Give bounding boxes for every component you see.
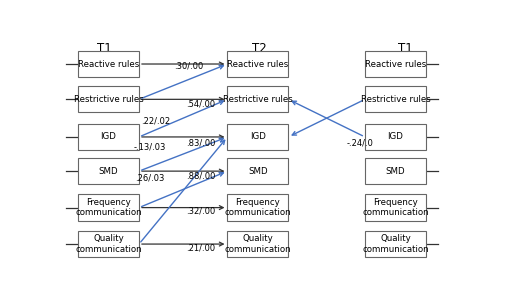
FancyBboxPatch shape — [228, 231, 288, 257]
Text: Quality
communication: Quality communication — [362, 234, 429, 254]
Text: SMD: SMD — [248, 167, 268, 176]
Text: IGD: IGD — [100, 132, 117, 141]
Text: .54/.00: .54/.00 — [187, 99, 215, 108]
Text: SMD: SMD — [99, 167, 118, 176]
Text: -.13/.03: -.13/.03 — [134, 143, 166, 152]
FancyBboxPatch shape — [78, 124, 139, 150]
Text: T2: T2 — [252, 42, 267, 55]
FancyBboxPatch shape — [78, 231, 139, 257]
FancyBboxPatch shape — [228, 194, 288, 221]
Text: SMD: SMD — [386, 167, 405, 176]
FancyBboxPatch shape — [365, 51, 426, 77]
FancyBboxPatch shape — [365, 86, 426, 112]
FancyBboxPatch shape — [78, 51, 139, 77]
Text: Restrictive rules: Restrictive rules — [74, 95, 143, 104]
Text: .83/.00: .83/.00 — [186, 139, 215, 148]
FancyBboxPatch shape — [365, 124, 426, 150]
Text: .21/.00: .21/.00 — [187, 243, 215, 252]
Text: Reactive rules: Reactive rules — [227, 59, 288, 68]
FancyBboxPatch shape — [365, 231, 426, 257]
FancyBboxPatch shape — [228, 158, 288, 184]
Text: Frequency
communication: Frequency communication — [225, 198, 291, 217]
Text: T1: T1 — [398, 42, 413, 55]
Text: .26/.03: .26/.03 — [135, 173, 164, 182]
FancyBboxPatch shape — [78, 158, 139, 184]
Text: IGD: IGD — [250, 132, 266, 141]
Text: -.24/.0: -.24/.0 — [347, 139, 374, 148]
Text: .88/.00: .88/.00 — [186, 171, 215, 180]
Text: Reactive rules: Reactive rules — [78, 59, 139, 68]
FancyBboxPatch shape — [228, 86, 288, 112]
Text: Restrictive rules: Restrictive rules — [223, 95, 293, 104]
Text: .30/.00: .30/.00 — [174, 62, 204, 71]
Text: IGD: IGD — [387, 132, 404, 141]
Text: Frequency
communication: Frequency communication — [362, 198, 429, 217]
FancyBboxPatch shape — [228, 51, 288, 77]
Text: Quality
communication: Quality communication — [75, 234, 142, 254]
Text: Frequency
communication: Frequency communication — [75, 198, 142, 217]
Text: .32/.00: .32/.00 — [186, 207, 215, 216]
FancyBboxPatch shape — [228, 124, 288, 150]
FancyBboxPatch shape — [78, 86, 139, 112]
FancyBboxPatch shape — [365, 158, 426, 184]
Text: Reactive rules: Reactive rules — [365, 59, 426, 68]
Text: Quality
communication: Quality communication — [225, 234, 291, 254]
FancyBboxPatch shape — [78, 194, 139, 221]
Text: T1: T1 — [97, 42, 112, 55]
Text: Restrictive rules: Restrictive rules — [360, 95, 430, 104]
FancyBboxPatch shape — [365, 194, 426, 221]
Text: .22/.02: .22/.02 — [141, 117, 170, 126]
